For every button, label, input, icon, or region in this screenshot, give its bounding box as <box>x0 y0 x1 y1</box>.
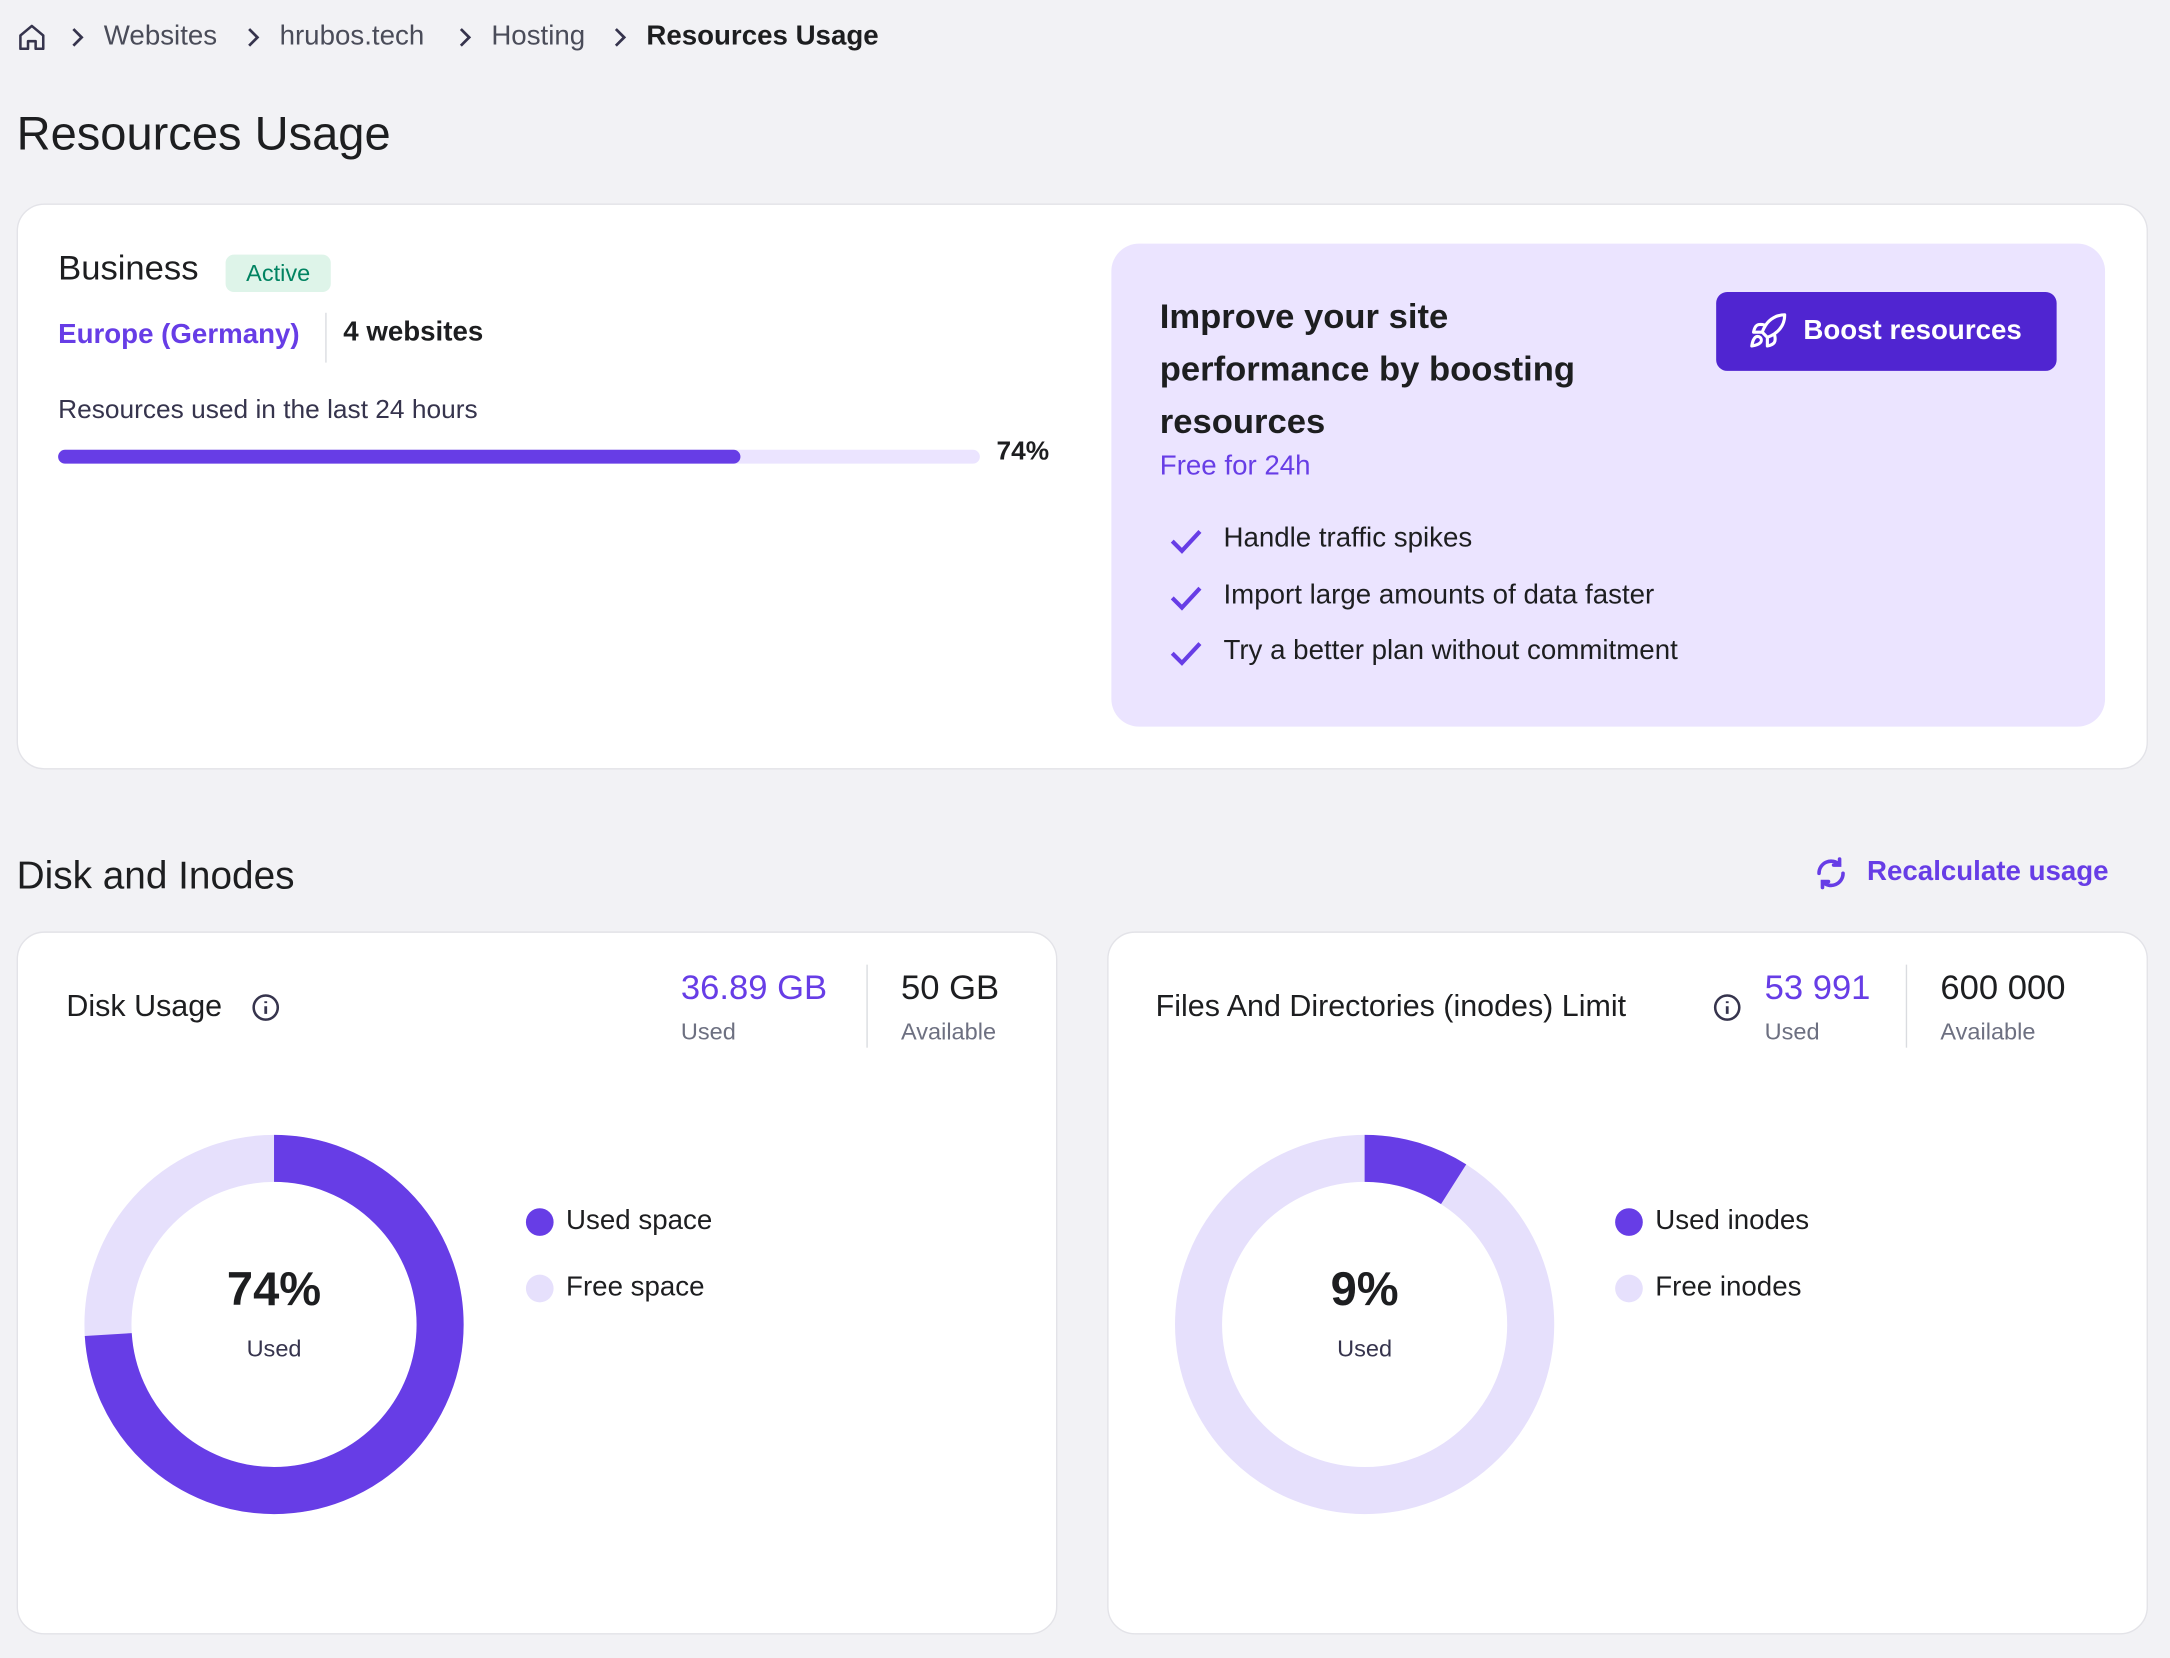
separator <box>459 28 472 47</box>
donut-percent: 74% <box>226 1263 322 1317</box>
rocket-icon <box>1750 313 1787 348</box>
plan-location: Europe (Germany) <box>58 319 300 351</box>
breadcrumb-link[interactable]: Websites <box>103 20 218 52</box>
divider <box>1905 964 1908 1048</box>
breadcrumb-link[interactable]: hrubos.tech <box>279 20 425 52</box>
usage-label: Resources used in the last 24 hours <box>58 395 478 425</box>
check-icon <box>1170 586 1202 611</box>
progress-track <box>58 449 980 464</box>
used-label: Used <box>680 1018 736 1045</box>
legend-label: Free space <box>566 1271 705 1303</box>
used-label: Used <box>1764 1018 1820 1045</box>
donut-label: Used <box>1337 1335 1393 1362</box>
benefit: Import large amounts of data faster <box>1223 579 1655 611</box>
legend-dot <box>1615 1208 1643 1236</box>
donut-track <box>1175 1134 1555 1515</box>
separator <box>248 28 260 47</box>
boost-subheading: Free for 24h <box>1159 451 1311 482</box>
breadcrumb-link[interactable]: Hosting <box>491 20 586 52</box>
donut-chart <box>1175 1134 1555 1515</box>
usage-percent: 74% <box>996 437 1050 467</box>
boost-heading: Improve your site performance by boostin… <box>1159 297 1576 442</box>
available-value: 50 GB <box>900 968 1000 1008</box>
plan-name: Business <box>58 249 199 288</box>
check-icon <box>1170 642 1202 666</box>
button-label: Boost resources <box>1803 315 2022 346</box>
separator <box>72 28 84 47</box>
donut-percent: 9% <box>1330 1263 1399 1317</box>
card-title: Disk Usage <box>66 988 223 1023</box>
page-title: Resources Usage <box>16 107 391 161</box>
divider <box>325 312 327 363</box>
donut-chart <box>84 1134 464 1515</box>
refresh-icon[interactable] <box>1813 855 1849 891</box>
check-icon <box>1170 530 1202 554</box>
progress-fill <box>58 449 741 464</box>
recalculate-link[interactable]: Recalculate usage <box>1867 856 2109 888</box>
card-title: Files And Directories (inodes) Limit <box>1155 988 1627 1023</box>
legend-label: Used inodes <box>1655 1205 1810 1236</box>
divider <box>866 964 868 1048</box>
available-label: Available <box>1940 1018 2036 1045</box>
breadcrumb-current: Resources Usage <box>646 20 879 52</box>
section-title: Disk and Inodes <box>16 853 295 897</box>
info-icon[interactable] <box>251 992 281 1022</box>
legend-dot <box>525 1274 554 1303</box>
used-value: 53 991 <box>1764 968 1871 1008</box>
available-value: 600 000 <box>1940 968 2066 1008</box>
boost-button[interactable]: Boost resources <box>1716 292 2057 371</box>
donut-label: Used <box>246 1335 302 1362</box>
used-value: 36.89 GB <box>680 968 828 1008</box>
home-icon[interactable] <box>17 22 47 52</box>
benefit: Handle traffic spikes <box>1223 523 1473 554</box>
legend-dot <box>1615 1274 1643 1303</box>
legend-label: Free inodes <box>1655 1271 1802 1303</box>
website-count: 4 websites <box>343 316 484 348</box>
legend-dot <box>525 1208 554 1236</box>
info-icon[interactable] <box>1712 992 1742 1022</box>
separator <box>614 28 627 47</box>
legend-label: Used space <box>566 1205 713 1236</box>
benefit: Try a better plan without commitment <box>1223 635 1678 666</box>
status-badge: Active <box>225 254 331 293</box>
available-label: Available <box>900 1018 997 1045</box>
